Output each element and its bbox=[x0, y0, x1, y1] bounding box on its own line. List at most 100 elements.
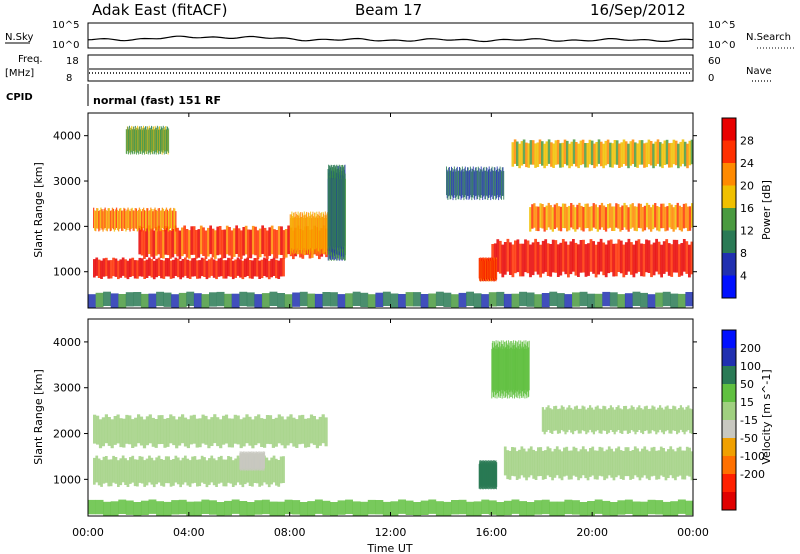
freq-unit-label: [MHz] bbox=[5, 68, 34, 79]
colorbar-tick-label: 20 bbox=[740, 180, 754, 193]
velocity-band bbox=[93, 414, 328, 449]
colorbar-segment bbox=[722, 230, 736, 254]
colorbar-segment bbox=[722, 118, 736, 141]
colorbar-tick-label: 4 bbox=[740, 270, 747, 283]
power-colorbar-label: Power [dB] bbox=[760, 180, 773, 240]
colorbar-tick-label: 12 bbox=[740, 225, 754, 238]
colorbar-segment bbox=[722, 438, 736, 457]
x-tick-label: 16:00 bbox=[475, 526, 507, 539]
velocity-x-ticks: 00:00 04:00 08:00 12:00 16:00 20:00 00:00 bbox=[72, 319, 709, 539]
colorbar-tick-label: 50 bbox=[740, 378, 754, 391]
nave-tick-top: 60 bbox=[708, 56, 721, 67]
velocity-band bbox=[93, 455, 285, 488]
y-tick-label: 4000 bbox=[53, 336, 81, 349]
nsky-trace bbox=[87, 35, 694, 43]
date-title: 16/Sep/2012 bbox=[590, 1, 686, 19]
nsearch-tick-bottom: 10^0 bbox=[708, 40, 735, 51]
nsky-panel bbox=[87, 22, 694, 49]
power-band bbox=[93, 207, 177, 232]
nsky-tick-top: 10^5 bbox=[52, 20, 79, 31]
x-tick-label: 00:00 bbox=[72, 526, 104, 539]
cpid-value: normal (fast) 151 RF bbox=[93, 94, 221, 107]
nsky-label: N.Sky bbox=[5, 32, 33, 43]
y-tick-label: 3000 bbox=[53, 175, 81, 188]
colorbar-tick-label: 100 bbox=[740, 360, 761, 373]
colorbar-segment bbox=[722, 384, 736, 403]
power-band bbox=[511, 139, 694, 169]
colorbar-segment bbox=[722, 348, 736, 367]
freq-label: Freq. bbox=[18, 54, 43, 65]
velocity-band bbox=[478, 460, 498, 490]
colorbar-tick-label: -200 bbox=[740, 468, 765, 481]
colorbar-tick-label: -50 bbox=[740, 432, 758, 445]
colorbar-segment bbox=[722, 330, 736, 349]
nsearch-label: N.Search bbox=[746, 32, 791, 43]
power-band bbox=[93, 257, 285, 280]
x-tick-label: 04:00 bbox=[173, 526, 205, 539]
power-colorbar bbox=[721, 117, 737, 299]
colorbar-frame bbox=[721, 117, 737, 299]
x-tick-label: 00:00 bbox=[677, 526, 709, 539]
nave-label: Nave bbox=[746, 66, 772, 77]
power-colorbar-ticks: 4 8 12 16 20 24 28 bbox=[740, 135, 754, 283]
power-band bbox=[446, 166, 505, 201]
colorbar-tick-label: 200 bbox=[740, 342, 761, 355]
x-axis-label: Time UT bbox=[366, 542, 412, 554]
freq-tick-bottom: 8 bbox=[66, 73, 72, 84]
power-band bbox=[491, 238, 694, 278]
colorbar-segment bbox=[722, 456, 736, 475]
nave-tick-bottom: 0 bbox=[708, 73, 714, 84]
power-band bbox=[478, 257, 498, 282]
colorbar-tick-label: 24 bbox=[740, 157, 754, 170]
velocity-band bbox=[541, 405, 694, 435]
colorbar-tick-label: 8 bbox=[740, 247, 747, 260]
colorbar-segment bbox=[722, 402, 736, 421]
freq-panel bbox=[87, 54, 694, 82]
velocity-y-ticks: 1000 2000 3000 4000 bbox=[53, 336, 697, 486]
colorbar-segment bbox=[722, 420, 736, 439]
power-x-ticks bbox=[87, 113, 694, 308]
velocity-band bbox=[239, 451, 266, 471]
velocity-colorbar-label: Velocity [m s^-1] bbox=[760, 369, 773, 464]
y-tick-label: 2000 bbox=[53, 428, 81, 441]
nsearch-tick-top: 10^5 bbox=[708, 20, 735, 31]
colorbar-tick-label: -100 bbox=[740, 450, 765, 463]
colorbar-frame bbox=[721, 329, 737, 511]
colorbar-tick-label: 28 bbox=[740, 135, 754, 148]
site-title: Adak East (fitACF) bbox=[92, 1, 227, 19]
y-tick-label: 2000 bbox=[53, 220, 81, 233]
cpid-label: CPID bbox=[6, 92, 33, 103]
y-tick-label: 3000 bbox=[53, 382, 81, 395]
velocity-y-axis-label: Slant Range [km] bbox=[32, 369, 45, 465]
colorbar-tick-label: 15 bbox=[740, 396, 754, 409]
power-y-ticks: 1000 2000 3000 4000 bbox=[53, 130, 697, 279]
power-y-axis-label: Slant Range [km] bbox=[32, 162, 45, 258]
power-band bbox=[125, 125, 170, 155]
colorbar-segment bbox=[722, 275, 736, 299]
colorbar-segment bbox=[722, 208, 736, 231]
beam-title: Beam 17 bbox=[355, 1, 422, 19]
power-scatter bbox=[88, 125, 694, 309]
velocity-band bbox=[503, 446, 694, 481]
velocity-band bbox=[88, 499, 694, 517]
x-tick-label: 08:00 bbox=[274, 526, 306, 539]
velocity-scatter bbox=[88, 340, 694, 517]
colorbar-segment bbox=[722, 492, 736, 511]
velocity-colorbar-ticks: 200 100 50 15 -15 -50 -100 -200 bbox=[740, 342, 765, 481]
power-band bbox=[529, 202, 694, 232]
colorbar-segment bbox=[722, 366, 736, 385]
nsky-tick-bottom: 10^0 bbox=[52, 40, 79, 51]
colorbar-tick-label: -15 bbox=[740, 414, 758, 427]
freq-tick-top: 18 bbox=[66, 56, 79, 67]
y-tick-label: 1000 bbox=[53, 266, 81, 279]
colorbar-segment bbox=[722, 163, 736, 186]
x-tick-label: 12:00 bbox=[375, 526, 407, 539]
y-tick-label: 4000 bbox=[53, 130, 81, 143]
colorbar-segment bbox=[722, 474, 736, 493]
velocity-colorbar bbox=[721, 329, 737, 511]
x-tick-label: 20:00 bbox=[576, 526, 608, 539]
colorbar-tick-label: 16 bbox=[740, 202, 754, 215]
y-tick-label: 1000 bbox=[53, 473, 81, 486]
colorbar-segment bbox=[722, 253, 736, 276]
